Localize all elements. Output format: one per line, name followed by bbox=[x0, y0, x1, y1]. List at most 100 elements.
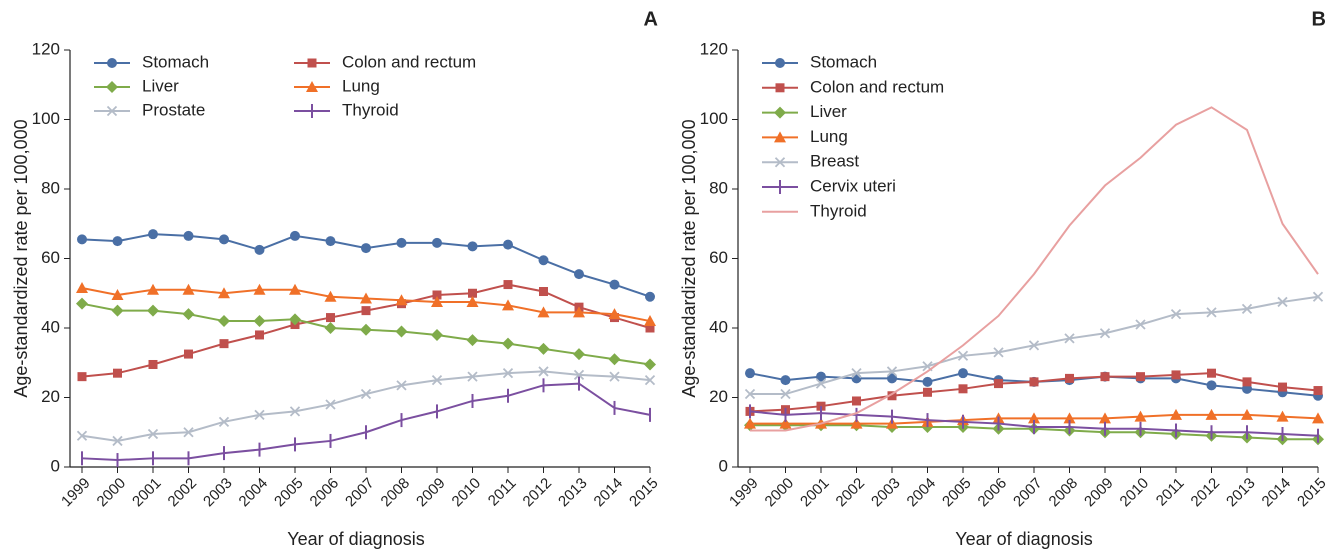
data-point bbox=[609, 279, 620, 290]
data-point bbox=[1241, 303, 1253, 315]
data-point bbox=[219, 339, 229, 349]
legend-label: Liver bbox=[810, 102, 847, 121]
legend-marker bbox=[774, 106, 786, 119]
data-point bbox=[468, 288, 477, 298]
y-tick-label: 0 bbox=[719, 456, 728, 475]
data-point bbox=[77, 372, 87, 382]
legend-marker bbox=[307, 58, 317, 68]
x-axis-label: Year of diagnosis bbox=[287, 529, 424, 549]
x-tick-label: 2002 bbox=[165, 475, 201, 511]
data-point bbox=[644, 315, 656, 327]
data-point bbox=[1170, 308, 1182, 320]
y-axis-label: Age-standardized rate per 100,000 bbox=[11, 119, 31, 397]
data-point bbox=[538, 255, 549, 266]
y-axis-label: Age-standardized rate per 100,000 bbox=[679, 119, 699, 397]
data-point bbox=[1065, 373, 1074, 383]
data-point bbox=[608, 308, 621, 320]
data-point bbox=[1134, 410, 1147, 422]
x-tick-label: 2014 bbox=[591, 475, 627, 511]
y-tick-label: 40 bbox=[709, 317, 728, 336]
data-point bbox=[76, 282, 88, 294]
data-point bbox=[502, 337, 514, 350]
data-point bbox=[539, 287, 548, 297]
legend-label: Colon and rectum bbox=[810, 77, 944, 96]
data-point bbox=[253, 315, 266, 328]
data-point bbox=[466, 295, 479, 307]
x-tick-label: 2002 bbox=[833, 475, 869, 511]
legend-marker bbox=[775, 83, 785, 93]
y-tick-label: 60 bbox=[41, 248, 60, 267]
data-point bbox=[324, 290, 337, 302]
legend-label: Colon and rectum bbox=[342, 52, 476, 71]
data-point bbox=[431, 328, 443, 341]
data-point bbox=[432, 237, 442, 248]
data-point bbox=[77, 234, 87, 245]
data-point bbox=[325, 399, 336, 410]
legend-label: Breast bbox=[810, 152, 859, 171]
data-point bbox=[147, 283, 159, 295]
data-point bbox=[1312, 291, 1324, 302]
data-point bbox=[325, 236, 336, 247]
data-point bbox=[1205, 408, 1218, 420]
x-tick-label: 2009 bbox=[1081, 475, 1117, 511]
data-point bbox=[324, 322, 337, 334]
data-point bbox=[1241, 408, 1253, 420]
data-point bbox=[218, 287, 230, 299]
data-point bbox=[745, 368, 755, 379]
data-point bbox=[502, 368, 514, 379]
y-tick-label: 80 bbox=[41, 178, 60, 197]
x-tick-label: 2010 bbox=[1117, 475, 1153, 511]
data-point bbox=[467, 241, 478, 252]
data-point bbox=[1171, 370, 1181, 380]
y-tick-label: 60 bbox=[709, 248, 728, 267]
data-point bbox=[432, 290, 442, 300]
x-tick-label: 2006 bbox=[307, 475, 343, 511]
y-tick-label: 40 bbox=[41, 317, 60, 336]
data-point bbox=[361, 243, 371, 254]
data-point bbox=[1100, 372, 1110, 382]
data-point bbox=[255, 330, 264, 340]
data-point bbox=[574, 269, 584, 280]
data-point bbox=[289, 313, 301, 326]
data-point bbox=[360, 323, 372, 336]
data-point bbox=[644, 374, 656, 386]
data-point bbox=[395, 294, 408, 306]
x-tick-label: 2011 bbox=[485, 475, 520, 510]
x-tick-label: 2007 bbox=[1010, 475, 1046, 511]
data-point bbox=[573, 306, 585, 318]
data-point bbox=[1170, 408, 1182, 420]
data-point bbox=[537, 306, 550, 318]
x-tick-label: 2001 bbox=[129, 475, 165, 511]
data-point bbox=[1242, 377, 1252, 387]
data-point bbox=[502, 299, 514, 311]
data-point bbox=[112, 435, 123, 447]
data-point bbox=[396, 380, 407, 391]
data-point bbox=[1064, 333, 1075, 344]
data-point bbox=[573, 369, 585, 381]
x-axis-label: Year of diagnosis bbox=[955, 529, 1092, 549]
data-point bbox=[608, 353, 621, 366]
data-point bbox=[218, 315, 230, 328]
data-point bbox=[360, 292, 372, 304]
legend-marker bbox=[774, 157, 786, 168]
data-point bbox=[1207, 368, 1216, 378]
series-line bbox=[750, 106, 1319, 432]
data-point bbox=[644, 358, 656, 371]
x-tick-label: 2010 bbox=[449, 475, 485, 511]
legend-marker bbox=[306, 81, 318, 92]
x-tick-label: 2012 bbox=[1188, 475, 1224, 511]
y-tick-label: 0 bbox=[51, 456, 60, 475]
data-point bbox=[538, 366, 549, 377]
data-point bbox=[780, 375, 791, 386]
x-tick-label: 2013 bbox=[555, 475, 591, 511]
y-tick-label: 20 bbox=[709, 387, 728, 406]
data-point bbox=[361, 306, 371, 316]
data-point bbox=[147, 304, 159, 317]
data-point bbox=[779, 417, 792, 429]
legend-label: Liver bbox=[142, 76, 179, 95]
data-point bbox=[1206, 307, 1217, 318]
data-point bbox=[254, 244, 265, 255]
data-point bbox=[218, 416, 230, 427]
